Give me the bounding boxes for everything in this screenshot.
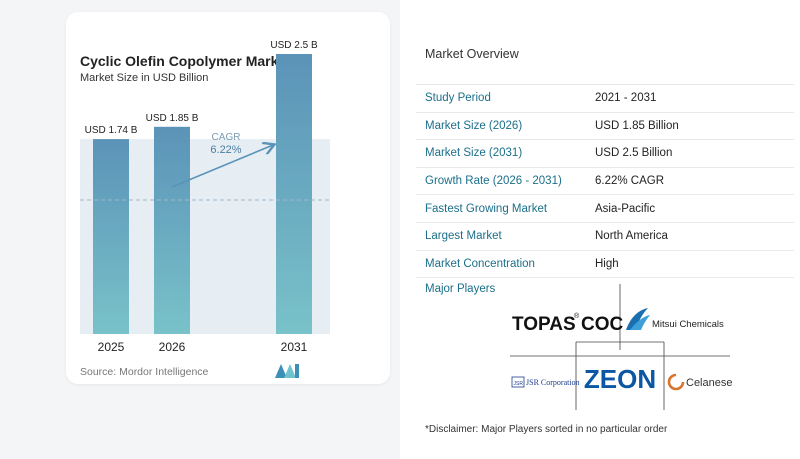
overview-value: High xyxy=(595,257,619,270)
jsr-logo-text: JSR Corporation xyxy=(526,378,580,387)
topas-coc-logo: TOPAS ® COC xyxy=(512,312,624,335)
jsr-mark-icon xyxy=(511,376,525,388)
major-players-logos: TOPAS ® COC Mitsui Chemicals JSR JSR Cor… xyxy=(510,284,732,410)
chart-title: Cyclic Olefin Copolymer Market xyxy=(80,53,291,69)
overview-value: 2021 - 2031 xyxy=(595,92,657,105)
mitsui-wing-icon xyxy=(626,308,648,330)
celanese-swirl-icon xyxy=(675,373,685,383)
overview-value: Asia-Pacific xyxy=(595,202,656,215)
overview-row-study-period: Study Period 2021 - 2031 xyxy=(416,84,794,113)
overview-label: Largest Market xyxy=(425,230,502,243)
overview-label: Market Size (2031) xyxy=(425,147,523,160)
overview-label: Fastest Growing Market xyxy=(425,202,548,215)
coc-logo-text: COC xyxy=(581,314,624,335)
zeon-logo-text: ZEON xyxy=(584,364,656,394)
overview-label: Growth Rate (2026 - 2031) xyxy=(425,175,562,188)
overview-label: Study Period xyxy=(425,92,491,105)
overview-table: Study Period 2021 - 2031 Market Size (202… xyxy=(416,84,794,279)
overview-label: Market Size (2026) xyxy=(425,119,523,132)
overview-row-growth-rate: Growth Rate (2026 - 2031) 6.22% CAGR xyxy=(416,168,794,196)
overview-panel xyxy=(400,0,800,459)
disclaimer-note: *Disclaimer: Major Players sorted in no … xyxy=(425,424,668,435)
jsr-logo: JSR JSR Corporation xyxy=(511,376,580,388)
jsr-mark-text: JSR xyxy=(514,381,524,387)
overview-row-size-2026: Market Size (2026) USD 1.85 Billion xyxy=(416,113,794,141)
overview-value: USD 1.85 Billion xyxy=(595,119,679,132)
mitsui-wing-icon xyxy=(630,315,650,330)
mitsui-logo: Mitsui Chemicals xyxy=(626,308,724,330)
major-players-title: Major Players xyxy=(425,283,496,295)
chart-subtitle: Market Size in USD Billion xyxy=(80,72,209,84)
overview-value: North America xyxy=(595,230,668,243)
overview-row-fastest-growing: Fastest Growing Market Asia-Pacific xyxy=(416,195,794,223)
registered-mark: ® xyxy=(574,312,580,320)
overview-row-size-2031: Market Size (2031) USD 2.5 Billion xyxy=(416,140,794,168)
overview-row-concentration: Market Concentration High xyxy=(416,251,794,279)
mordor-logo-icon xyxy=(275,364,299,378)
celanese-logo-text: Celanese xyxy=(686,377,732,389)
overview-value: USD 2.5 Billion xyxy=(595,147,673,160)
celanese-logo: Celanese xyxy=(667,373,732,391)
overview-row-largest-market: Largest Market North America xyxy=(416,223,794,251)
source-note: Source: Mordor Intelligence xyxy=(80,366,209,378)
overview-value: 6.22% CAGR xyxy=(595,175,665,188)
overview-title: Market Overview xyxy=(425,47,519,61)
topas-logo-text: TOPAS xyxy=(512,314,576,335)
overview-label: Market Concentration xyxy=(425,257,535,270)
mitsui-logo-text: Mitsui Chemicals xyxy=(652,319,724,330)
